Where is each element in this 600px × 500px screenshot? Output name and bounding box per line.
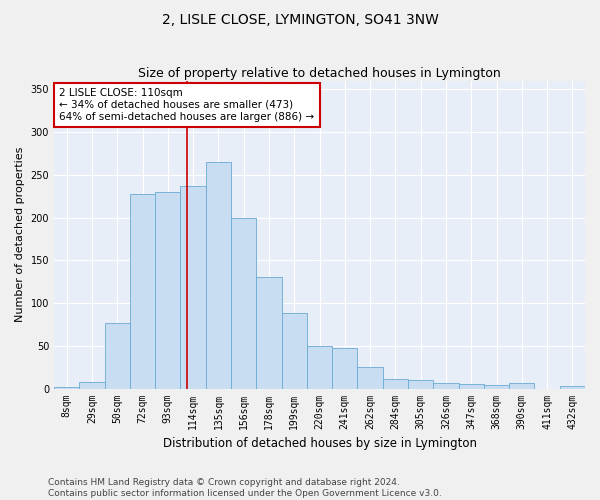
Bar xyxy=(104,322,130,388)
X-axis label: Distribution of detached houses by size in Lymington: Distribution of detached houses by size … xyxy=(163,437,476,450)
Bar xyxy=(130,194,155,388)
Title: Size of property relative to detached houses in Lymington: Size of property relative to detached ho… xyxy=(138,66,501,80)
Bar xyxy=(383,379,408,388)
Bar xyxy=(358,367,383,388)
Bar xyxy=(155,192,181,388)
Text: 2, LISLE CLOSE, LYMINGTON, SO41 3NW: 2, LISLE CLOSE, LYMINGTON, SO41 3NW xyxy=(161,12,439,26)
Bar xyxy=(231,218,256,388)
Bar xyxy=(560,386,585,388)
Bar xyxy=(206,162,231,388)
Bar xyxy=(433,382,458,388)
Bar xyxy=(408,380,433,388)
Bar xyxy=(256,278,281,388)
Y-axis label: Number of detached properties: Number of detached properties xyxy=(15,147,25,322)
Bar xyxy=(181,186,206,388)
Bar xyxy=(54,387,79,388)
Text: Contains HM Land Registry data © Crown copyright and database right 2024.
Contai: Contains HM Land Registry data © Crown c… xyxy=(48,478,442,498)
Bar xyxy=(484,385,509,388)
Bar xyxy=(281,314,307,388)
Text: 2 LISLE CLOSE: 110sqm
← 34% of detached houses are smaller (473)
64% of semi-det: 2 LISLE CLOSE: 110sqm ← 34% of detached … xyxy=(59,88,314,122)
Bar xyxy=(332,348,358,389)
Bar xyxy=(509,384,535,388)
Bar xyxy=(458,384,484,388)
Bar xyxy=(79,382,104,388)
Bar xyxy=(307,346,332,389)
